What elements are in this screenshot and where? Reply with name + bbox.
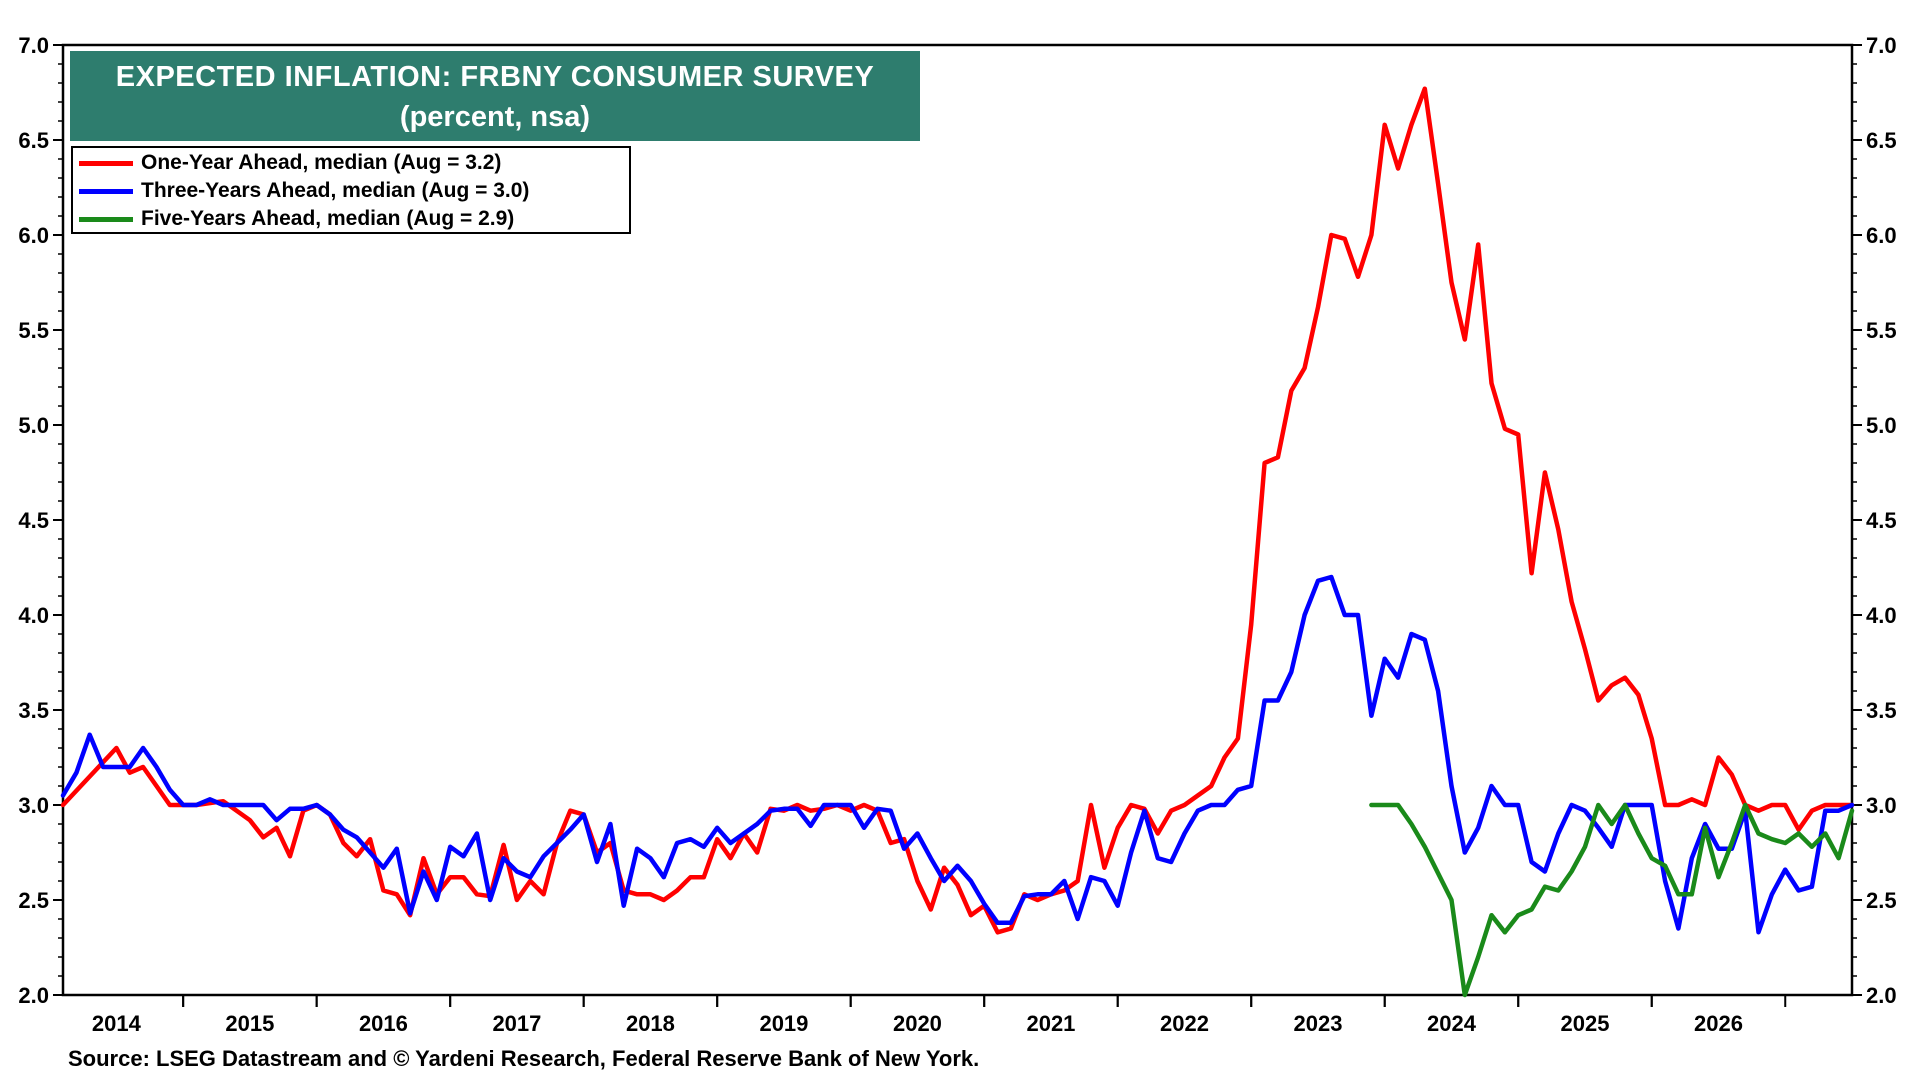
y-tick-label-right: 3.0 xyxy=(1866,793,1897,818)
y-tick-label-left: 3.0 xyxy=(18,793,49,818)
series-line-five-years xyxy=(1369,802,1855,998)
series-line-three-years xyxy=(60,574,1855,935)
y-tick-label-left: 3.5 xyxy=(18,698,49,723)
x-tick-label: 2016 xyxy=(359,1011,408,1036)
y-tick-label-left: 6.0 xyxy=(18,223,49,248)
y-tick-label-left: 7.0 xyxy=(18,33,49,58)
legend-label-one-year: One-Year Ahead, median (Aug = 3.2) xyxy=(141,151,502,174)
x-tick-label: 2017 xyxy=(492,1011,541,1036)
x-tick-label: 2015 xyxy=(225,1011,274,1036)
y-tick-label-right: 3.5 xyxy=(1866,698,1897,723)
x-tick-label: 2020 xyxy=(893,1011,942,1036)
x-tick-label: 2025 xyxy=(1561,1011,1610,1036)
x-tick-label: 2023 xyxy=(1293,1011,1342,1036)
series-layer xyxy=(60,86,1855,998)
y-tick-label-left: 4.0 xyxy=(18,603,49,628)
y-tick-label-right: 7.0 xyxy=(1866,33,1897,58)
legend-swatch-five-years xyxy=(79,216,133,222)
legend-item-three-years: Three-Years Ahead, median (Aug = 3.0) xyxy=(73,177,529,205)
y-tick-label-right: 5.0 xyxy=(1866,413,1897,438)
y-tick-label-right: 4.5 xyxy=(1866,508,1897,533)
x-tick-label: 2022 xyxy=(1160,1011,1209,1036)
y-tick-label-right: 5.5 xyxy=(1866,318,1897,343)
y-tick-label-right: 4.0 xyxy=(1866,603,1897,628)
x-tick-label: 2018 xyxy=(626,1011,675,1036)
chart-subtitle: (percent, nsa) xyxy=(399,101,591,133)
legend-label-five-years: Five-Years Ahead, median (Aug = 2.9) xyxy=(141,207,515,230)
x-axis: 2014 2015 2016 2017 2018 2019 2020 2021 2022 2023… xyxy=(92,995,1787,1036)
legend: One-Year Ahead, median (Aug = 3.2) Three… xyxy=(71,146,631,234)
legend-swatch-one-year xyxy=(79,160,133,166)
y-tick-label-left: 4.5 xyxy=(18,508,49,533)
legend-item-one-year: One-Year Ahead, median (Aug = 3.2) xyxy=(73,149,501,177)
y-tick-label-left: 5.0 xyxy=(18,413,49,438)
y-axis-right: 2.0 2.5 3.0 3.5 4.0 4.5 5.0 5.5 6.0 6.5 7.0 xyxy=(1852,33,1897,1008)
y-tick-label-right: 2.0 xyxy=(1866,983,1897,1008)
legend-swatch-three-years xyxy=(79,188,133,194)
y-tick-label-right: 2.5 xyxy=(1866,888,1897,913)
y-tick-label-left: 5.5 xyxy=(18,318,49,343)
x-tick-label: 2026 xyxy=(1694,1011,1743,1036)
y-tick-label-left: 6.5 xyxy=(18,128,49,153)
y-tick-label-left: 2.0 xyxy=(18,983,49,1008)
legend-item-five-years: Five-Years Ahead, median (Aug = 2.9) xyxy=(73,205,514,233)
y-tick-label-right: 6.0 xyxy=(1866,223,1897,248)
chart-title: EXPECTED INFLATION: FRBNY CONSUMER SURVE… xyxy=(115,61,875,93)
x-tick-label: 2014 xyxy=(92,1011,142,1036)
y-axis-left: 2.0 2.5 3.0 3.5 4.0 4.5 5.0 5.5 6.0 6.5 7.0 xyxy=(18,33,63,1008)
x-tick-label: 2021 xyxy=(1026,1011,1075,1036)
source-note: Source: LSEG Datastream and © Yardeni Re… xyxy=(68,1046,980,1071)
legend-label-three-years: Three-Years Ahead, median (Aug = 3.0) xyxy=(141,179,530,202)
x-tick-label: 2024 xyxy=(1427,1011,1477,1036)
y-tick-label-right: 6.5 xyxy=(1866,128,1897,153)
x-tick-label: 2019 xyxy=(759,1011,808,1036)
chart-title-box: EXPECTED INFLATION: FRBNY CONSUMER SURVE… xyxy=(70,51,920,141)
y-tick-label-left: 2.5 xyxy=(18,888,49,913)
